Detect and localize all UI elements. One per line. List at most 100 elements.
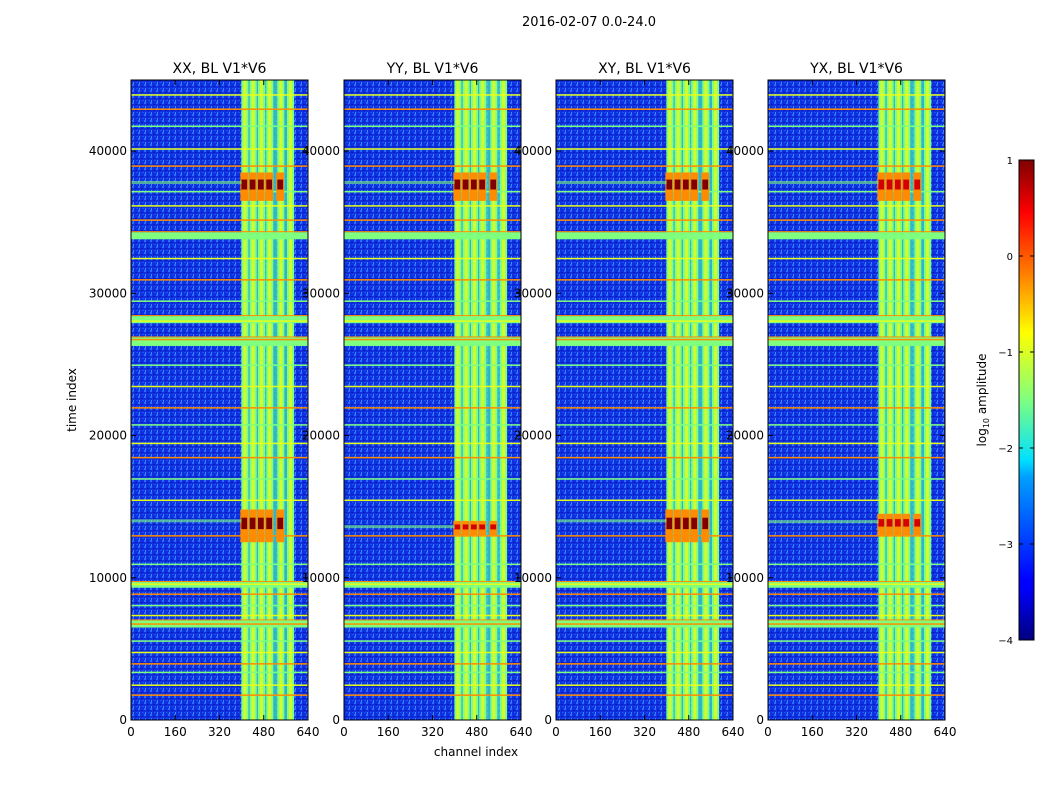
rfi-time-row [768, 424, 945, 426]
y-tick-label: 20000 [89, 429, 127, 443]
rfi-time-row [344, 663, 521, 665]
x-tick-label: 320 [633, 725, 656, 739]
rfi-time-row [131, 640, 308, 642]
rfi-time-row [556, 236, 733, 238]
rfi-time-row [131, 623, 308, 625]
rfi-time-row [768, 604, 945, 607]
rfi-time-row [768, 456, 945, 459]
rfi-time-row [556, 684, 733, 686]
rfi-time-row [768, 671, 945, 674]
rfi-time-row [131, 651, 308, 654]
rfi-time-row [556, 694, 733, 696]
rfi-time-band-edge [556, 315, 733, 317]
rfi-time-row [768, 108, 945, 110]
rfi-time-row [768, 623, 945, 625]
rfi-time-row [556, 499, 733, 502]
rfi-time-row [344, 583, 521, 585]
colorbar: 10−1−2−3−4 log10 amplitude [975, 156, 1035, 647]
panel-title: XX, BL V1*V6 [173, 61, 267, 77]
rfi-time-row [344, 219, 521, 221]
rfi-hotspot-core [462, 179, 469, 190]
x-tick-label: 160 [589, 725, 612, 739]
rfi-time-row [768, 442, 945, 445]
rfi-time-row [768, 219, 945, 221]
rfi-time-row [556, 535, 733, 537]
rfi-time-row [344, 236, 521, 238]
y-tick-label: 40000 [514, 144, 552, 158]
rfi-time-row [131, 407, 308, 409]
x-tick-label: 0 [552, 725, 560, 739]
rfi-time-band-edge [556, 231, 733, 233]
rfi-time-row [556, 604, 733, 607]
rfi-time-row [131, 385, 308, 388]
rfi-time-row [344, 94, 521, 96]
colorbar-tick-label: −2 [998, 444, 1013, 455]
rfi-time-band [131, 316, 308, 324]
x-tick-label: 160 [801, 725, 824, 739]
rfi-time-row [131, 320, 308, 322]
y-tick-label: 10000 [726, 571, 764, 585]
rfi-time-row [556, 671, 733, 674]
rfi-time-band [344, 232, 521, 240]
suptitle: 2016-02-07 0.0-24.0 [522, 15, 656, 30]
rfi-time-row [344, 623, 521, 625]
rfi-time-row [344, 338, 521, 341]
rfi-channel-core [905, 80, 909, 720]
colorbar-label-main: log [975, 428, 989, 446]
rfi-time-row [768, 563, 945, 566]
panel-1: YY, BL V1*V6 0 160 320 480 640 0 10000 20000 3000… [302, 61, 533, 739]
rfi-hotspot-core [682, 179, 689, 190]
rfi-channel-core [668, 80, 672, 720]
rfi-time-row [131, 614, 308, 617]
rfi-time-row [768, 385, 945, 388]
rfi-time-band-edge [556, 619, 733, 621]
rfi-time-row [344, 535, 521, 537]
x-tick-label: 0 [340, 725, 348, 739]
rfi-time-row [344, 614, 521, 617]
rfi-time-row [344, 108, 521, 110]
rfi-time-band-edge [344, 231, 521, 233]
rfi-time-row [344, 671, 521, 674]
y-tick-label: 10000 [302, 571, 340, 585]
rfi-time-row [344, 279, 521, 281]
rfi-time-row [344, 300, 521, 302]
rfi-time-row [131, 257, 308, 260]
rfi-time-row [131, 684, 308, 686]
rfi-time-row [344, 165, 521, 167]
rfi-time-row [768, 125, 945, 128]
colorbar-tick-label: 1 [1007, 156, 1013, 167]
rfi-channel-core [492, 80, 496, 720]
rfi-time-row [768, 651, 945, 654]
rfi-time-row [768, 338, 945, 341]
rfi-hotspot-core [878, 179, 885, 190]
colorbar-label-rest: amplitude [975, 354, 989, 418]
y-tick-label: 40000 [302, 144, 340, 158]
rfi-time-row [131, 478, 308, 480]
rfi-time-row [344, 205, 521, 207]
rfi-time-row [768, 300, 945, 302]
rfi-time-row [556, 94, 733, 96]
rfi-time-row [556, 563, 733, 566]
rfi-channel-core [684, 80, 688, 720]
y-tick-label: 30000 [89, 286, 127, 300]
rfi-time-row [556, 442, 733, 445]
x-tick-label: 640 [934, 725, 957, 739]
rfi-time-row [344, 640, 521, 642]
rfi-time-row [344, 364, 521, 366]
panel-title: XY, BL V1*V6 [598, 61, 691, 77]
rfi-time-row [556, 456, 733, 459]
y-tick-label: 20000 [726, 429, 764, 443]
y-tick-label: 0 [756, 713, 764, 727]
rfi-time-row [131, 219, 308, 221]
rfi-time-row [556, 165, 733, 167]
rfi-time-row [344, 424, 521, 426]
panel-title: YY, BL V1*V6 [386, 61, 479, 77]
rfi-hotspot-row [556, 519, 667, 523]
rfi-time-row [556, 125, 733, 128]
rfi-hotspot-core [479, 524, 486, 530]
rfi-time-row [131, 279, 308, 281]
rfi-channel-core [289, 80, 293, 720]
y-tick-label: 10000 [514, 571, 552, 585]
rfi-time-row [556, 205, 733, 207]
